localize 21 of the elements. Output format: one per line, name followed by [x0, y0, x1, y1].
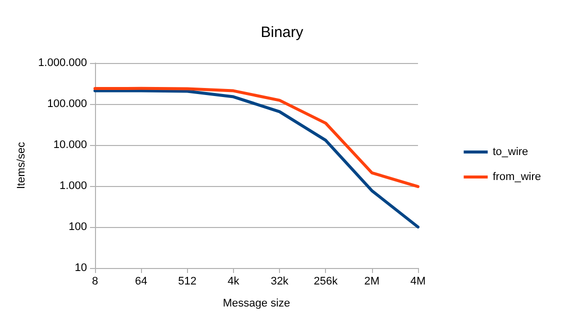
line-series [94, 89, 420, 228]
x-tick-label: 4k [228, 276, 240, 288]
chart-title: Binary [260, 24, 304, 41]
x-tick-label: 8 [92, 276, 98, 288]
x-tick-label: 2M [364, 276, 380, 288]
x-tick-label: 32k [270, 276, 289, 288]
y-tick-label: 1.000 [59, 180, 87, 192]
y-tick-label: 100 [68, 221, 87, 233]
legend-label: to_wire [492, 146, 528, 158]
x-tick-label: 64 [135, 276, 148, 288]
y-tick-label: 100.000 [47, 98, 87, 110]
line-series [94, 86, 420, 188]
y-tick-label: 10.000 [53, 139, 87, 151]
x-axis-title: Message size [222, 298, 290, 310]
y-axis-title: Items/sec [16, 141, 28, 190]
y-tick-label: 1.000.000 [38, 57, 87, 69]
x-tick-label: 4M [410, 276, 426, 288]
legend-label: from_wire [492, 171, 542, 183]
x-tick-label: 256k [314, 276, 338, 288]
x-tick-label: 512 [178, 276, 196, 288]
y-tick-label: 10 [74, 262, 87, 274]
